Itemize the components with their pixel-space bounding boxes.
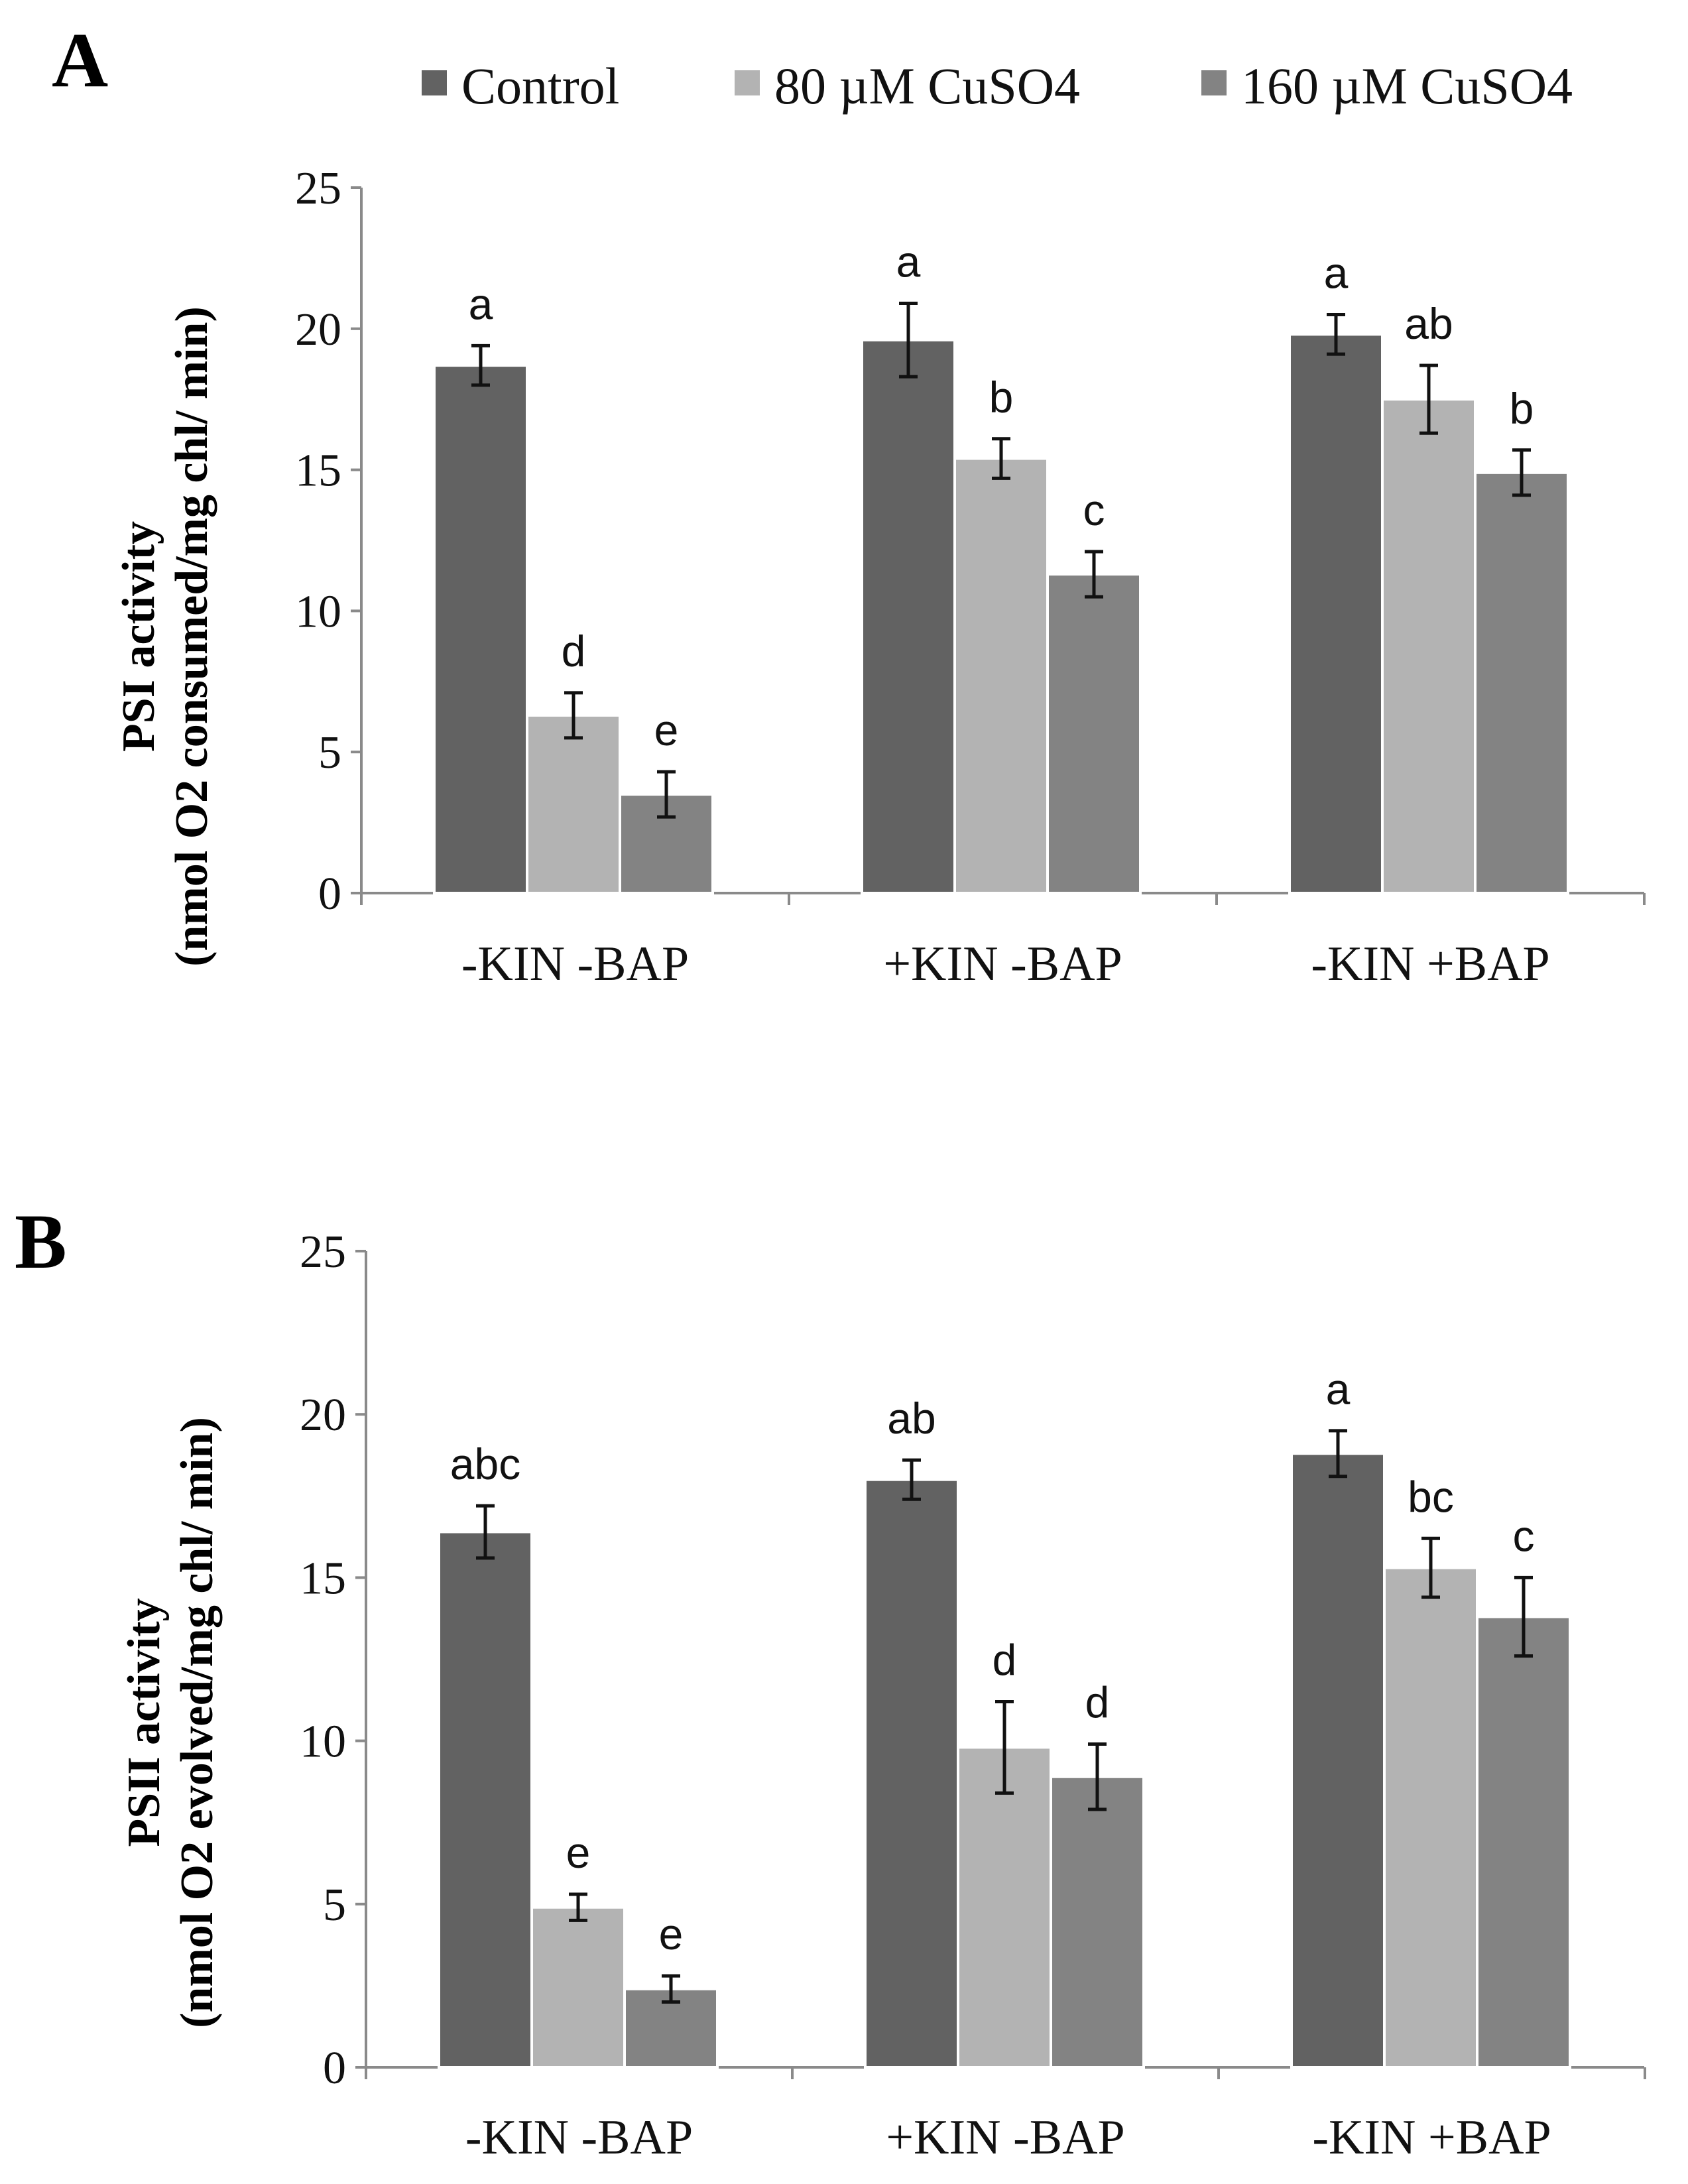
bar-cu80-b	[957, 1746, 1052, 2069]
category-label-a: -KIN -BAP	[461, 937, 689, 991]
bar-cu160-b	[1476, 1615, 1571, 2069]
category-label-b: -KIN +BAP	[1312, 2110, 1551, 2165]
legend-label-160um: 160 µM CuSO4	[1241, 57, 1573, 115]
significance-letter-a: c	[1083, 485, 1105, 534]
legend-swatch-control	[422, 70, 447, 95]
significance-letter-a: e	[654, 705, 679, 755]
y-tick-label-b: 5	[323, 1880, 346, 1931]
y-tick-label-a: 20	[295, 304, 341, 355]
bar-cu80-a	[526, 713, 621, 894]
significance-letter-b: ab	[887, 1394, 935, 1443]
category-label-a: +KIN -BAP	[883, 937, 1122, 991]
significance-letter-b: e	[659, 1910, 684, 1959]
chart-panel-b: PSII activity (nmol O2 evolved/mg chl/ m…	[119, 1227, 1646, 2165]
significance-letter-a: a	[469, 279, 493, 328]
y-axis-title-b-line2: (nmol O2 evolved/mg chl/ min)	[172, 1417, 223, 2028]
y-tick-label-a: 10	[295, 586, 341, 637]
bar-cu80-b	[530, 1906, 626, 2069]
y-tick-label-b: 15	[300, 1553, 346, 1604]
y-tick-label-b: 25	[300, 1227, 346, 1278]
legend-swatch-160um	[1201, 70, 1227, 95]
y-tick-label-a: 15	[295, 446, 341, 497]
bar-cu160-b	[1050, 1775, 1145, 2069]
bar-cu80-b	[1383, 1566, 1478, 2069]
y-axis-title-b: PSII activity (nmol O2 evolved/mg chl/ m…	[119, 1417, 223, 2028]
y-axis-title-a-line2: (nmol O2 consumed/mg chl/ min)	[166, 306, 217, 967]
legend-label-control: Control	[461, 57, 619, 115]
category-label-b: +KIN -BAP	[886, 2110, 1124, 2165]
bar-control-a	[1288, 333, 1384, 894]
bar-control-b	[1290, 1452, 1386, 2069]
panel-label-b: B	[15, 1198, 67, 1285]
bar-cu160-a	[1474, 471, 1569, 894]
panel-label-a: A	[52, 17, 108, 103]
legend-label-80um: 80 µM CuSO4	[774, 57, 1080, 115]
y-tick-label-b: 20	[300, 1390, 346, 1441]
significance-letter-b: d	[1085, 1678, 1110, 1727]
y-tick-label-b: 0	[323, 2043, 346, 2094]
y-tick-label-b: 10	[300, 1717, 346, 1768]
significance-letter-a: ab	[1404, 299, 1453, 348]
significance-letter-b: a	[1326, 1365, 1351, 1414]
legend: Control 80 µM CuSO4 160 µM CuSO4	[422, 57, 1573, 115]
bar-control-b	[864, 1478, 959, 2069]
significance-letter-b: e	[566, 1828, 591, 1877]
y-tick-label-a: 0	[318, 869, 341, 920]
bar-cu160-a	[1046, 573, 1142, 895]
significance-letter-b: bc	[1408, 1472, 1454, 1521]
y-axis-title-a-line1: PSI activity	[113, 521, 164, 752]
y-tick-label-a: 5	[318, 727, 341, 778]
y-axis-title-b-line1: PSII activity	[119, 1598, 170, 1847]
bar-control-b	[438, 1530, 533, 2069]
category-label-a: -KIN +BAP	[1311, 937, 1549, 991]
significance-letter-b: c	[1513, 1511, 1535, 1560]
significance-letter-a: b	[989, 373, 1014, 422]
y-axis-title-a: PSI activity (nmol O2 consumed/mg chl/ m…	[113, 306, 217, 967]
bar-cu80-a	[1381, 398, 1477, 894]
significance-letter-a: a	[896, 237, 921, 286]
legend-swatch-80um	[735, 70, 760, 95]
bar-control-a	[861, 338, 956, 894]
chart-panel-a: PSI activity (nmol O2 consumed/mg chl/ m…	[113, 163, 1646, 991]
significance-letter-a: a	[1324, 249, 1349, 298]
bar-control-a	[433, 364, 528, 894]
y-tick-label-a: 25	[295, 163, 341, 214]
category-label-b: -KIN -BAP	[465, 2110, 693, 2165]
significance-letter-a: d	[562, 627, 586, 676]
significance-letter-a: b	[1510, 384, 1534, 433]
significance-letter-b: abc	[450, 1439, 520, 1488]
significance-letter-b: d	[993, 1636, 1017, 1685]
bar-cu80-a	[953, 457, 1049, 894]
